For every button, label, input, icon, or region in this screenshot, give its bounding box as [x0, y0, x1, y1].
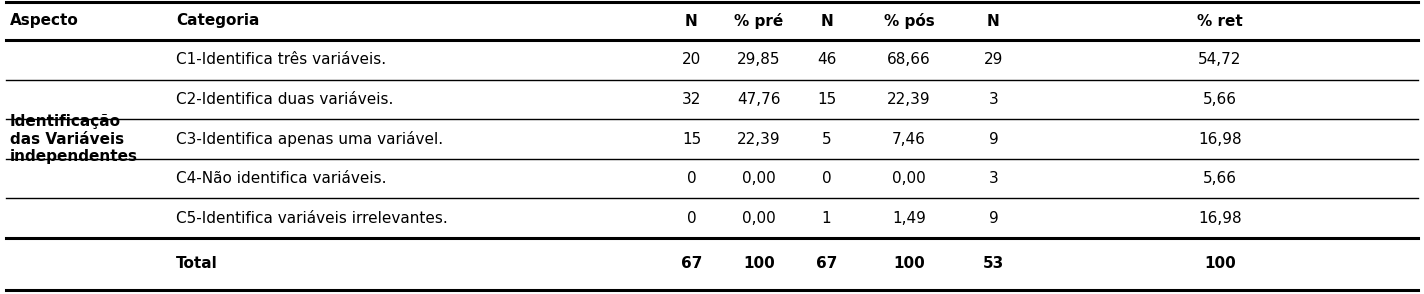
- Text: 0,00: 0,00: [742, 211, 776, 226]
- Text: Total: Total: [177, 256, 218, 271]
- Text: 0: 0: [686, 211, 696, 226]
- Text: 100: 100: [893, 256, 924, 271]
- Text: 67: 67: [681, 256, 702, 271]
- Text: 5: 5: [822, 131, 832, 146]
- Text: 16,98: 16,98: [1198, 211, 1242, 226]
- Text: 32: 32: [682, 92, 701, 107]
- Text: 1,49: 1,49: [891, 211, 926, 226]
- Text: 47,76: 47,76: [738, 92, 780, 107]
- Text: 5,66: 5,66: [1203, 171, 1237, 186]
- Text: 16,98: 16,98: [1198, 131, 1242, 146]
- Text: N: N: [987, 14, 1000, 29]
- Text: 22,39: 22,39: [887, 92, 931, 107]
- Text: 100: 100: [743, 256, 775, 271]
- Text: 0: 0: [822, 171, 832, 186]
- Text: % pré: % pré: [735, 13, 783, 29]
- Text: 54,72: 54,72: [1199, 52, 1242, 67]
- Text: 3: 3: [988, 92, 998, 107]
- Text: N: N: [685, 14, 698, 29]
- Text: 67: 67: [816, 256, 837, 271]
- Text: Aspecto: Aspecto: [10, 14, 78, 29]
- Text: Identificação
das Variáveis
independentes: Identificação das Variáveis independente…: [10, 114, 138, 164]
- Text: 3: 3: [988, 171, 998, 186]
- Text: 1: 1: [822, 211, 832, 226]
- Text: 15: 15: [817, 92, 836, 107]
- Text: % pós: % pós: [884, 13, 934, 29]
- Text: 100: 100: [1205, 256, 1236, 271]
- Text: 0,00: 0,00: [891, 171, 926, 186]
- Text: Categoria: Categoria: [177, 14, 259, 29]
- Text: 9: 9: [988, 131, 998, 146]
- Text: 5,66: 5,66: [1203, 92, 1237, 107]
- Text: 68,66: 68,66: [887, 52, 931, 67]
- Text: 15: 15: [682, 131, 701, 146]
- Text: % ret: % ret: [1198, 14, 1243, 29]
- Text: 7,46: 7,46: [891, 131, 926, 146]
- Text: 53: 53: [983, 256, 1004, 271]
- Text: 20: 20: [682, 52, 701, 67]
- Text: 9: 9: [988, 211, 998, 226]
- Text: 0: 0: [686, 171, 696, 186]
- Text: C1-Identifica três variáveis.: C1-Identifica três variáveis.: [177, 52, 386, 67]
- Text: C5-Identifica variáveis irrelevantes.: C5-Identifica variáveis irrelevantes.: [177, 211, 447, 226]
- Text: 29: 29: [984, 52, 1002, 67]
- Text: 0,00: 0,00: [742, 171, 776, 186]
- Text: C2-Identifica duas variáveis.: C2-Identifica duas variáveis.: [177, 92, 393, 107]
- Text: C3-Identifica apenas uma variável.: C3-Identifica apenas uma variável.: [177, 131, 443, 147]
- Text: C4-Não identifica variáveis.: C4-Não identifica variáveis.: [177, 171, 386, 186]
- Text: 22,39: 22,39: [738, 131, 780, 146]
- Text: N: N: [820, 14, 833, 29]
- Text: 29,85: 29,85: [738, 52, 780, 67]
- Text: 46: 46: [817, 52, 836, 67]
